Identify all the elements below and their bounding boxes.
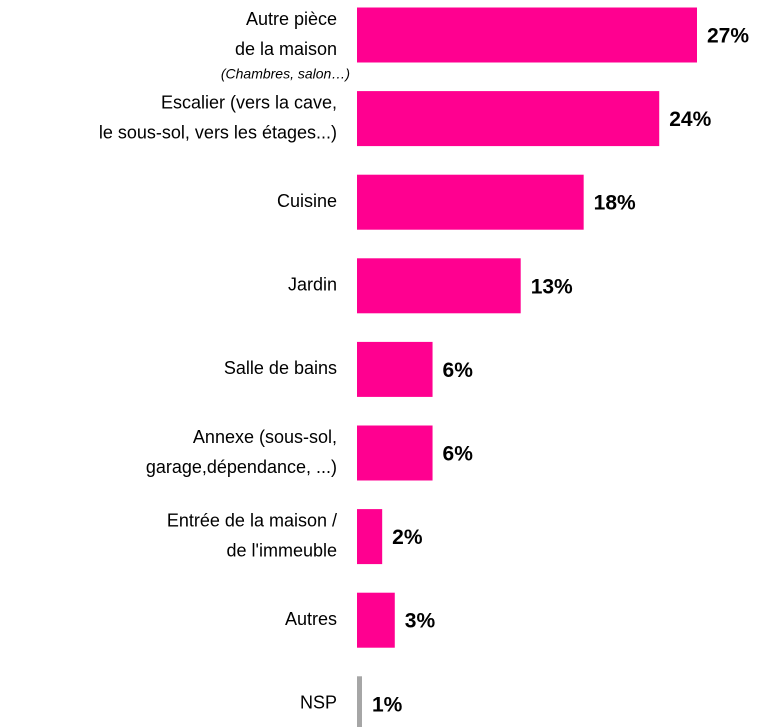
category-label: Autres xyxy=(285,609,337,629)
bar xyxy=(357,7,697,63)
bar xyxy=(357,425,433,481)
bar xyxy=(357,258,521,314)
category-label: Entrée de la maison / de l'immeuble xyxy=(167,510,337,560)
value-label: 6% xyxy=(443,443,474,466)
bar xyxy=(357,592,395,648)
category-label: Annexe (sous-sol, garage,dépendance, ...) xyxy=(146,427,337,477)
value-label: 24% xyxy=(669,108,711,131)
bar xyxy=(357,509,383,565)
category-label: Autre pièce de la maison xyxy=(235,9,337,59)
category-label: NSP xyxy=(300,693,337,713)
value-label: 13% xyxy=(531,275,573,298)
value-label: 18% xyxy=(594,192,636,215)
category-label: Jardin xyxy=(288,275,337,295)
category-label: Salle de bains xyxy=(224,358,337,378)
bar xyxy=(357,91,660,147)
category-label: Escalier (vers la cave, le sous-sol, vers… xyxy=(99,92,337,142)
value-label: 27% xyxy=(707,25,749,48)
value-label: 3% xyxy=(405,610,436,633)
bar xyxy=(357,174,584,230)
value-label: 6% xyxy=(443,359,474,382)
category-label: Cuisine xyxy=(277,191,337,211)
bar xyxy=(357,341,433,397)
bar xyxy=(357,676,362,727)
category-note: (Chambres, salon…) xyxy=(221,66,350,82)
value-label: 1% xyxy=(372,693,403,716)
value-label: 2% xyxy=(392,526,423,549)
